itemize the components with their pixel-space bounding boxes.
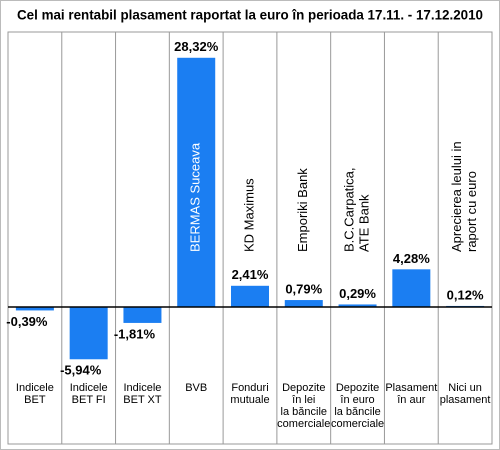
category-label: în euro bbox=[339, 394, 374, 406]
category-label: Indicele bbox=[70, 382, 108, 394]
bar bbox=[231, 285, 269, 307]
bar-annotation: Aprecierea leului in bbox=[449, 141, 464, 252]
category-label: la băncile bbox=[334, 406, 380, 418]
category-label: Depozite bbox=[282, 382, 325, 394]
bar bbox=[69, 307, 108, 360]
value-label: 0,12% bbox=[447, 287, 484, 302]
bar-annotation: raport cu euro bbox=[464, 171, 479, 252]
chart-title: Cel mai rentabil plasament raportat la e… bbox=[17, 7, 483, 23]
value-label: 0,29% bbox=[339, 286, 376, 301]
value-label: 4,28% bbox=[393, 251, 430, 266]
category-label: Plasament bbox=[385, 382, 437, 394]
bar-annotation: ATE Bank bbox=[356, 194, 371, 252]
category-label: Indicele bbox=[16, 382, 54, 394]
category-label: Nici un bbox=[448, 382, 482, 394]
category-label: la băncile bbox=[281, 406, 327, 418]
bar bbox=[123, 307, 162, 323]
category-label: comerciale bbox=[277, 418, 330, 430]
category-label: în lei bbox=[291, 394, 315, 406]
bar-annotation: BERMAS Suceava bbox=[188, 142, 203, 252]
bar bbox=[177, 57, 216, 308]
category-label: BET bbox=[24, 394, 46, 406]
bar bbox=[338, 304, 377, 307]
category-label: mutuale bbox=[230, 394, 269, 406]
bar bbox=[284, 300, 323, 307]
category-label: în aur bbox=[396, 394, 425, 406]
category-label: Depozite bbox=[336, 382, 379, 394]
value-label: 0,79% bbox=[285, 281, 322, 296]
value-label: -0,39% bbox=[6, 314, 48, 329]
value-label: -5,94% bbox=[60, 363, 102, 378]
bar bbox=[392, 269, 431, 307]
plot-frame bbox=[7, 31, 493, 445]
bar-annotation: Emporiki Bank bbox=[295, 168, 310, 252]
value-label: 28,32% bbox=[174, 39, 219, 54]
category-label: BET XT bbox=[123, 394, 162, 406]
bar-annotation: KD Maximus bbox=[241, 178, 256, 252]
category-label: Indicele bbox=[123, 382, 161, 394]
category-label: comerciale bbox=[331, 418, 384, 430]
category-label: BET FI bbox=[72, 394, 106, 406]
category-label: BVB bbox=[185, 382, 207, 394]
category-label: plasament bbox=[440, 394, 491, 406]
category-label: Fonduri bbox=[231, 382, 268, 394]
value-label: 2,41% bbox=[232, 267, 269, 282]
value-label: -1,81% bbox=[114, 326, 156, 341]
bar bbox=[15, 307, 54, 311]
bar-annotation: B.C.Carpatica, bbox=[341, 167, 356, 252]
